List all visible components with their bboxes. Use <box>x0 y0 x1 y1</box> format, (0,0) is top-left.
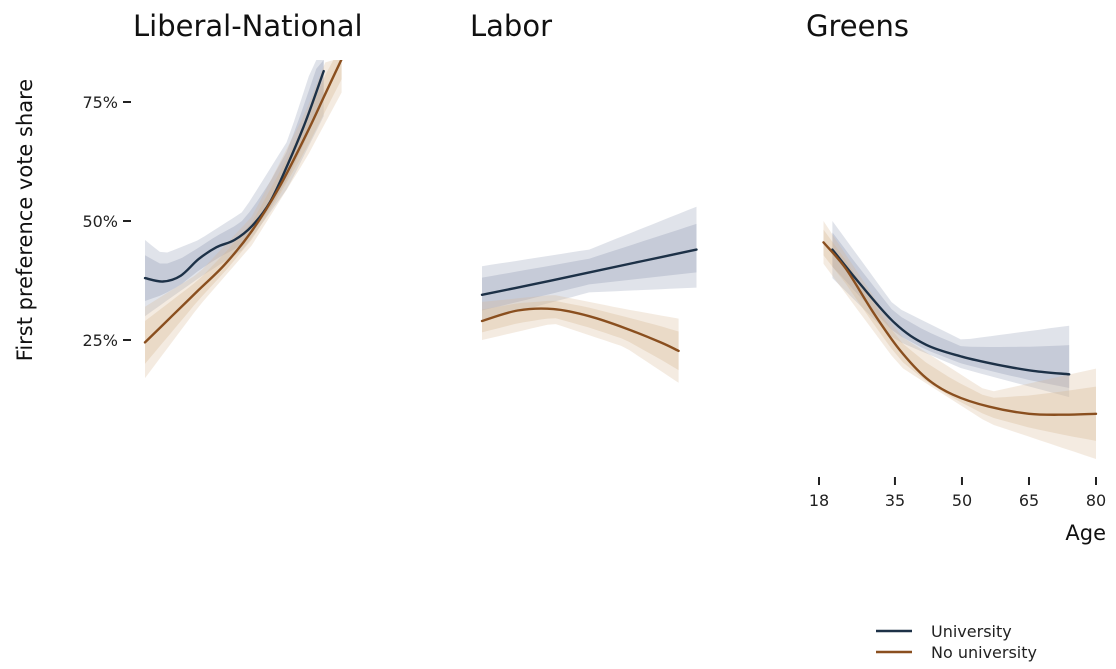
legend-label-university: University <box>931 622 1012 641</box>
ci-band-inner-no-university-labor <box>482 300 679 371</box>
x-tick-label-65: 65 <box>1019 491 1039 510</box>
ci-band-outer-no-university-labor <box>482 295 679 383</box>
series-line-no-university-labor <box>480 307 680 353</box>
series-line-no-university-greens <box>822 241 1098 416</box>
x-tick-label-35: 35 <box>885 491 905 510</box>
x-axis-label: Age <box>1065 521 1106 545</box>
x-tick-label-50: 50 <box>952 491 972 510</box>
ci-band-outer-no-university-liberal-national <box>145 60 342 379</box>
panel-title-liberal-national: Liberal-National <box>133 9 363 43</box>
legend: University No university <box>876 622 1037 662</box>
y-tick-label-75: 75% <box>82 93 118 112</box>
legend-label-no-university: No university <box>931 643 1037 662</box>
ci-band-inner-university-labor <box>482 223 697 311</box>
chart-marks <box>143 60 1098 459</box>
ci-band-inner-no-university-liberal-national <box>145 60 342 364</box>
panel-title-greens: Greens <box>806 9 909 43</box>
ci-band-outer-university-greens <box>832 221 1070 398</box>
ci-band-inner-university-liberal-national <box>145 60 324 301</box>
series-line-university-greens <box>831 248 1071 376</box>
y-tick-label-25: 25% <box>82 331 118 350</box>
x-tick-label-18: 18 <box>809 491 829 510</box>
series-line-no-university-liberal-national <box>143 60 343 344</box>
ci-band-outer-no-university-greens <box>823 221 1096 459</box>
panel-title-labor: Labor <box>470 9 552 43</box>
ci-band-outer-university-labor <box>482 206 697 321</box>
series-line-university-liberal-national <box>143 69 325 283</box>
y-tick-label-50: 50% <box>82 212 118 231</box>
x-tick-label-80: 80 <box>1086 491 1106 510</box>
ci-band-outer-university-liberal-national <box>145 60 324 317</box>
series-line-university-labor <box>480 248 698 296</box>
y-axis-label: First preference vote share <box>13 79 37 361</box>
x-axis: 18 35 50 65 80 <box>809 477 1106 510</box>
ci-band-inner-university-greens <box>832 232 1070 388</box>
